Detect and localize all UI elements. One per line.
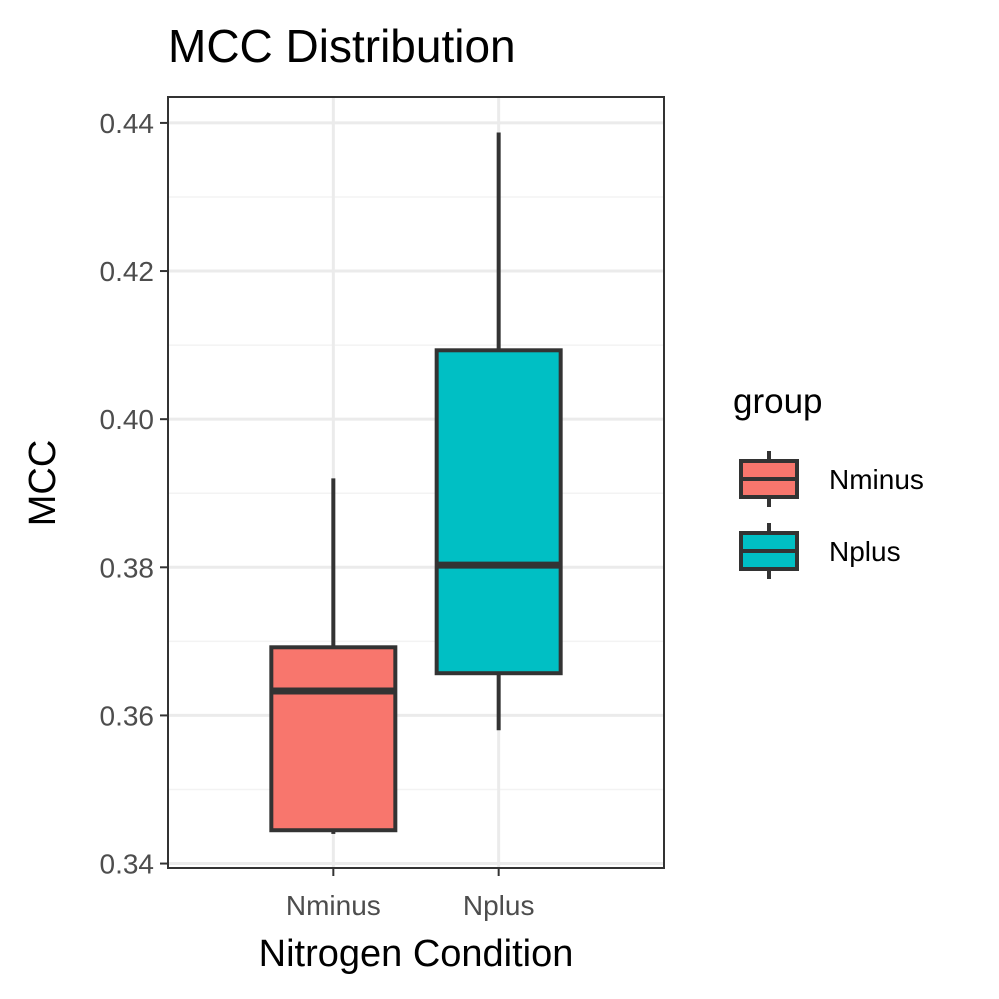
legend-label: Nminus bbox=[829, 464, 924, 495]
legend: group Nminus Nplus bbox=[733, 382, 924, 579]
box-series bbox=[269, 132, 563, 834]
x-axis: Nminus Nplus bbox=[286, 868, 535, 921]
legend-item-nminus: Nminus bbox=[739, 451, 924, 507]
y-tick-label: 0.34 bbox=[100, 849, 155, 880]
box-body bbox=[434, 348, 563, 676]
box-nminus bbox=[269, 478, 398, 834]
x-tick-label: Nplus bbox=[463, 890, 535, 921]
y-tick-label: 0.38 bbox=[100, 552, 155, 583]
legend-title: group bbox=[733, 382, 823, 421]
legend-item-nplus: Nplus bbox=[739, 523, 901, 579]
box-body bbox=[269, 645, 398, 833]
y-tick-label: 0.36 bbox=[100, 700, 155, 731]
legend-label: Nplus bbox=[829, 536, 901, 567]
y-tick-label: 0.40 bbox=[100, 404, 155, 435]
panel-border bbox=[167, 96, 665, 869]
box-nplus bbox=[434, 132, 563, 731]
chart-title: MCC Distribution bbox=[168, 20, 516, 72]
y-tick-label: 0.42 bbox=[100, 256, 155, 287]
panel-background bbox=[168, 97, 664, 868]
plot-panel bbox=[167, 96, 665, 869]
x-axis-title: Nitrogen Condition bbox=[259, 933, 574, 975]
x-tick-label: Nminus bbox=[286, 890, 381, 921]
y-axis: 0.34 0.36 0.38 0.40 0.42 0.44 bbox=[100, 108, 168, 880]
y-axis-title: MCC bbox=[22, 440, 64, 527]
y-tick-label: 0.44 bbox=[100, 108, 155, 139]
